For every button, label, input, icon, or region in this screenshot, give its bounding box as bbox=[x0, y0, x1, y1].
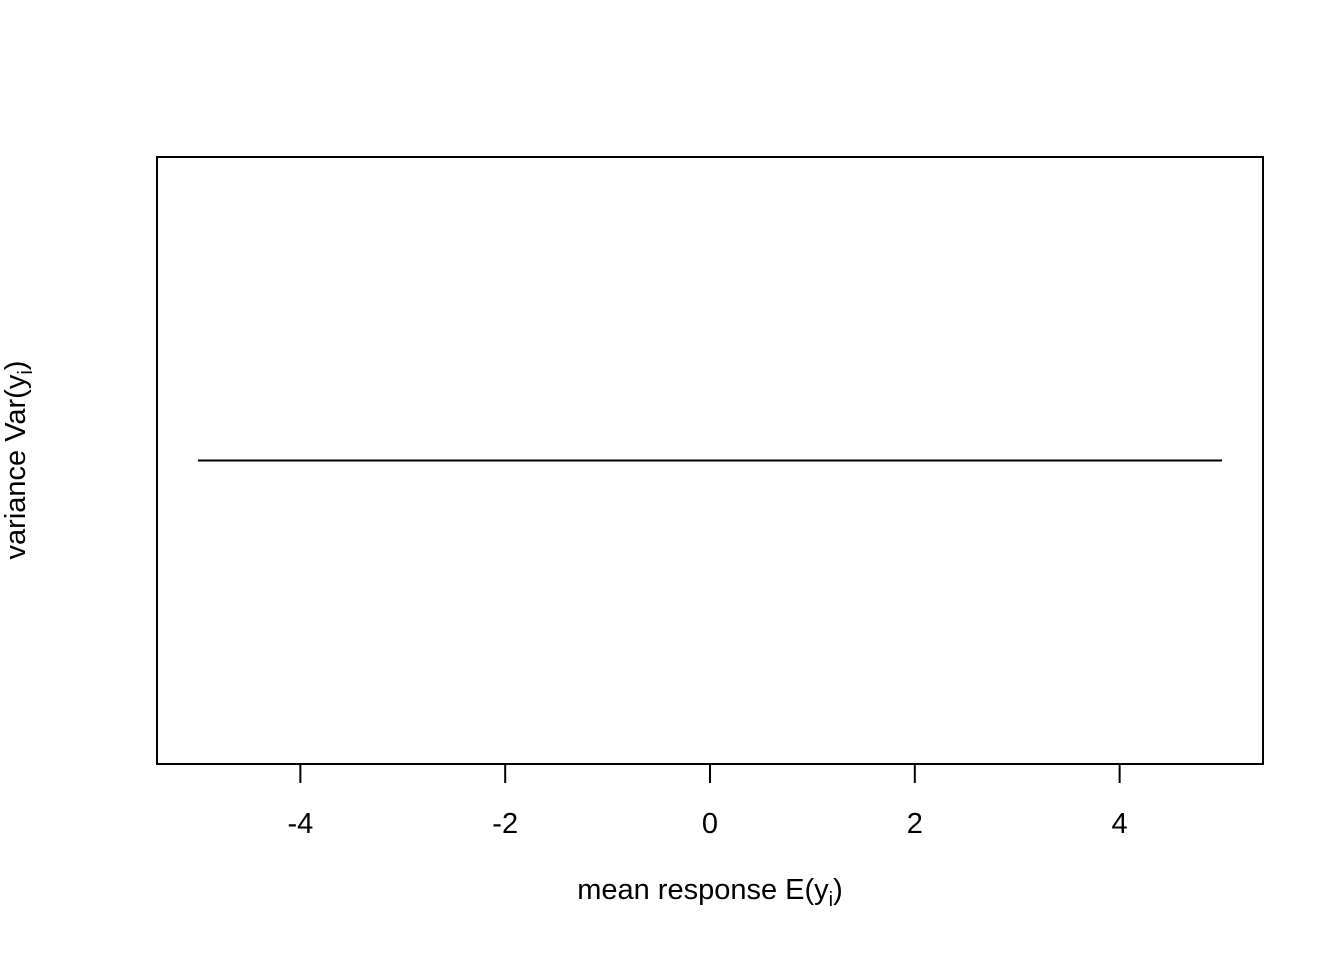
x-tick-label: 0 bbox=[702, 808, 718, 840]
y-axis-label-subscript: i bbox=[15, 370, 37, 374]
y-axis-label: variance Var(yi) bbox=[0, 361, 37, 560]
x-tick-label: -4 bbox=[287, 808, 313, 840]
x-axis-label-var: y bbox=[814, 874, 829, 906]
x-tick-label: 4 bbox=[1112, 808, 1128, 840]
x-tick-label: 2 bbox=[907, 808, 923, 840]
x-axis-label-close-paren: ) bbox=[833, 874, 843, 906]
y-axis-label-open-paren: ( bbox=[0, 389, 32, 399]
x-axis-label: mean response E(yi) bbox=[577, 874, 843, 911]
x-axis: -4 -2 0 2 4 bbox=[287, 764, 1128, 840]
x-axis-label-subscript: i bbox=[829, 889, 833, 911]
x-axis-label-prefix: mean response E bbox=[577, 874, 804, 906]
x-axis-label-open-paren: ( bbox=[805, 874, 815, 906]
y-axis-label-prefix: variance Var bbox=[0, 398, 32, 559]
y-axis-label-close-paren: ) bbox=[0, 361, 32, 371]
y-axis-label-var: y bbox=[0, 374, 32, 389]
x-tick-label: -2 bbox=[492, 808, 518, 840]
